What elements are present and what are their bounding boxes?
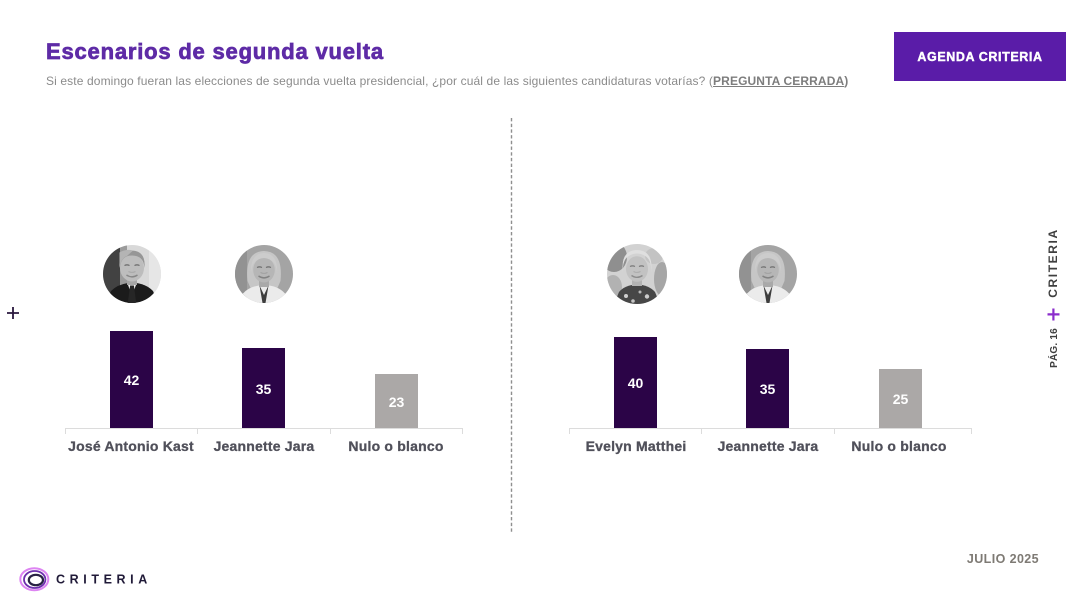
svg-text:CRITERIA: CRITERIA	[56, 573, 152, 587]
